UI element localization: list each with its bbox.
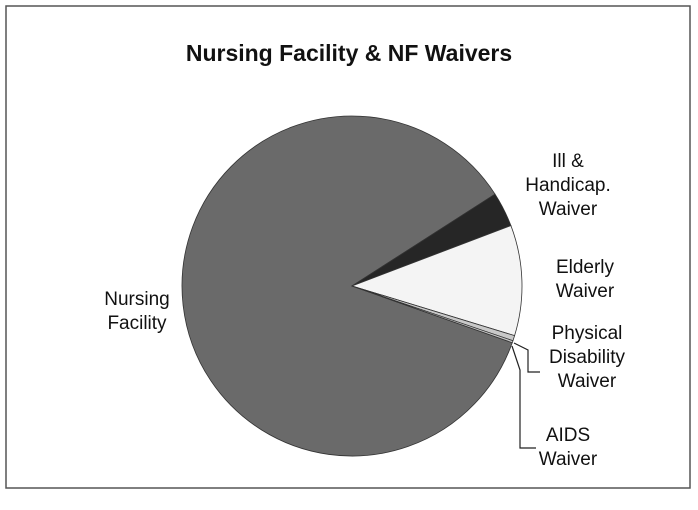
slice-label: AIDS Waiver [538, 425, 598, 470]
leader-line [513, 342, 540, 373]
slice-label: Elderly Waiver [555, 257, 615, 302]
pie-slice [181, 115, 513, 457]
slice-label: Nursing Facility [104, 289, 170, 334]
slice-label: Physical Disability Waiver [548, 323, 626, 392]
pie-slice [350, 225, 523, 337]
slice-label: Ill & Handicap. Waiver [525, 151, 611, 220]
chart-title: Nursing Facility & NF Waivers [185, 40, 513, 66]
frame [5, 5, 691, 489]
leader-line [511, 345, 536, 449]
pie-slice [351, 285, 514, 344]
